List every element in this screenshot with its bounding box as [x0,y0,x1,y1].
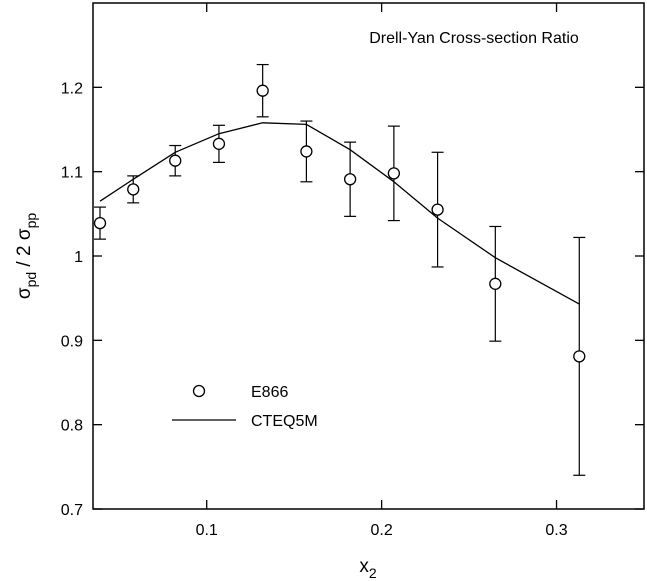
y-axis-label: σpd / 2 σpp [14,213,39,300]
x-axis-label-base: x [359,556,369,577]
data-point-3 [212,137,226,150]
data-point-9 [489,277,502,290]
data-point-4 [256,84,269,97]
data-point-8 [431,203,444,216]
y-axis-ticks: 0.7 0.8 0.9 1 1.1 1.2 [61,80,644,519]
x-tick-label-1: 0.2 [370,522,392,539]
chart-title: Drell-Yan Cross-section Ratio [369,30,579,47]
data-point-7 [387,167,401,180]
legend: E866 CTEQ5M [172,384,318,430]
legend-label-cteq5m: CTEQ5M [251,413,318,430]
plot-frame [92,2,645,510]
y-axis-label-sub-pp: pp [23,213,39,229]
y-tick-label-4: 1.1 [61,165,83,182]
data-point-1 [127,183,140,196]
x-axis-label: x2 [359,556,377,581]
legend-marker-e866 [192,384,206,398]
data-point-10 [573,350,586,363]
cteq5m-series [99,122,580,305]
y-tick-label-2: 0.9 [61,333,83,350]
data-point-6 [343,173,357,186]
y-tick-label-0: 0.7 [61,502,83,519]
data-point-2 [169,154,182,167]
x-tick-label-2: 0.3 [545,522,567,539]
data-point-5 [300,145,313,158]
y-axis-label-sigma: σ [14,287,35,299]
y-axis-label-sub-pd: pd [23,272,39,288]
x-axis-ticks: 0.1 0.2 0.3 [196,3,568,539]
x-axis-label-sub: 2 [369,565,377,581]
y-tick-label-5: 1.2 [61,80,83,97]
e866-series [93,63,586,476]
data-point-0 [93,216,107,230]
cteq5m-line [99,122,580,305]
y-tick-label-3: 1 [74,249,83,266]
y-tick-label-1: 0.8 [61,418,83,435]
x-tick-label-0: 0.1 [196,522,218,539]
legend-label-e866: E866 [251,384,288,401]
y-axis-label-mid: / 2 σ [14,228,35,272]
